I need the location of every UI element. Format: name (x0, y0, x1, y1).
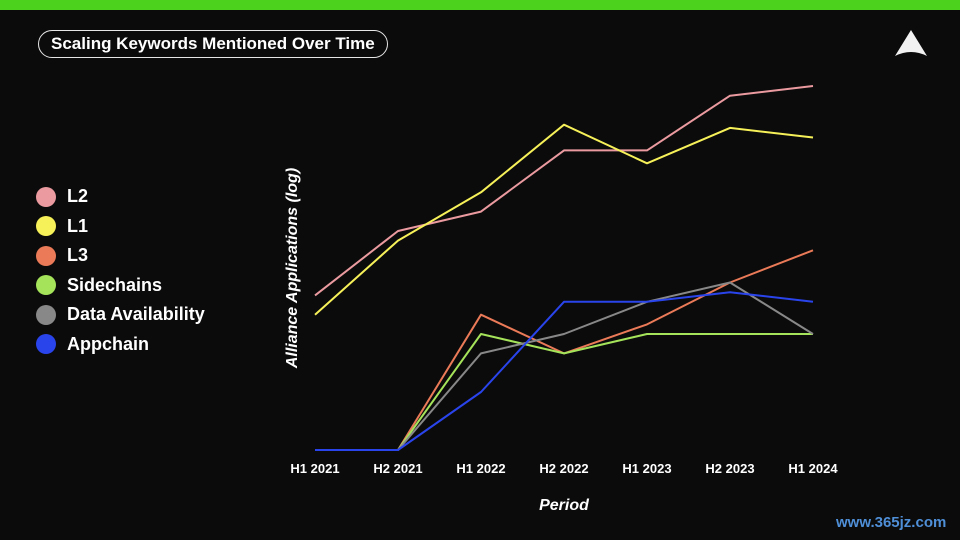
series-line-data-availability (315, 281, 814, 451)
legend-swatch (36, 186, 56, 207)
legend-item: Sidechains (36, 271, 205, 301)
legend-swatch (36, 304, 56, 325)
legend-label: Appchain (67, 333, 150, 354)
watermark: www.365jz.com (836, 514, 947, 531)
x-tick-label: H2 2022 (539, 461, 588, 476)
legend-label: Sidechains (67, 274, 163, 295)
top-accent-bar (0, 0, 960, 10)
legend-item: Data Availability (36, 300, 205, 330)
triangle-logo-icon (895, 30, 927, 56)
legend-swatch (36, 245, 56, 266)
x-tick-label: H1 2021 (290, 461, 339, 476)
legend-item: L1 (36, 212, 205, 242)
legend-swatch (36, 216, 56, 237)
series-line-l2 (314, 85, 814, 297)
legend-label: L1 (67, 215, 89, 236)
x-tick-label: H2 2023 (705, 461, 754, 476)
x-tick-layer: H1 2021 H2 2021 H1 2022 H2 2022 H1 2023 H2 20… (290, 461, 838, 476)
y-axis-title: Alliance Applications (log) (284, 168, 301, 369)
legend-swatch (36, 275, 56, 296)
legend-label: L3 (67, 245, 89, 266)
legend-item: Appchain (36, 330, 205, 360)
x-tick-label: H1 2024 (788, 461, 838, 476)
legend-item: L3 (36, 241, 205, 271)
legend-swatch (36, 334, 56, 355)
legend-label: L2 (67, 186, 89, 207)
x-axis-title: Period (539, 497, 590, 514)
series-line-appchain (315, 291, 814, 451)
series-line-l3 (315, 249, 814, 451)
series-line-sidechains (315, 333, 813, 451)
chart-legend: L2 L1 L3 Sidechains Data Availability Ap… (36, 182, 205, 359)
series-line-l1 (314, 123, 814, 316)
chart-title: Scaling Keywords Mentioned Over Time (38, 30, 388, 58)
legend-item: L2 (36, 182, 205, 212)
x-tick-label: H2 2021 (373, 461, 422, 476)
x-tick-label: H1 2022 (456, 461, 505, 476)
series-layer (314, 85, 814, 451)
x-tick-label: H1 2023 (622, 461, 671, 476)
legend-label: Data Availability (67, 304, 205, 325)
